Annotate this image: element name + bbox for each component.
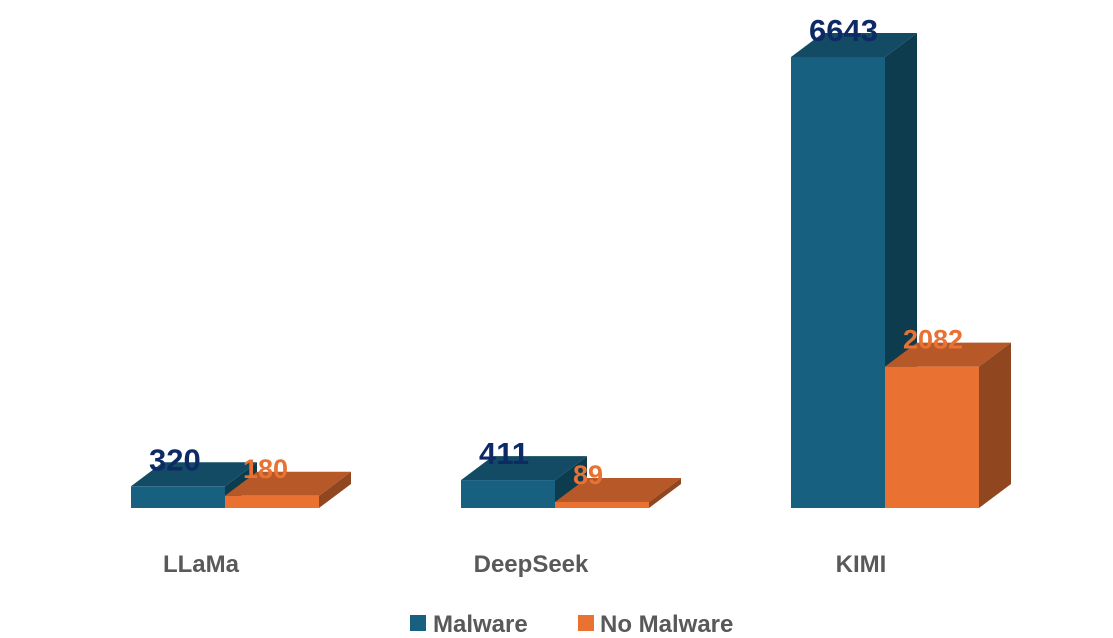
bar-side-face (555, 456, 587, 508)
bar-no-malware-llama: 180 (225, 454, 351, 508)
bar-top-face (131, 462, 257, 487)
bar-no-malware-kimi: 2082 (885, 325, 1011, 508)
bar-malware-llama: 320 (131, 442, 257, 508)
x-tick-label-deepseek: DeepSeek (474, 551, 589, 578)
bar-front-face (461, 480, 555, 508)
category-labels: LLaMa DeepSeek KIMI (163, 551, 886, 578)
bar-front-face (225, 495, 319, 508)
legend-swatch-no-malware (578, 615, 594, 631)
bar-top-face (461, 456, 587, 481)
data-label-no-malware-deepseek: 89 (573, 460, 603, 490)
bar-top-face (555, 477, 681, 502)
bar-malware-deepseek: 411 (461, 436, 587, 508)
data-label-malware-llama: 320 (149, 442, 201, 477)
bar-front-face (885, 366, 979, 508)
data-label-no-malware-llama: 180 (243, 454, 288, 484)
data-label-malware-kimi: 6643 (809, 13, 878, 48)
bars-group: 320 180 411 89 6643 2082 (131, 13, 1011, 508)
legend-item-malware: Malware (410, 611, 528, 638)
bar-front-face (131, 486, 225, 508)
legend: Malware No Malware (410, 611, 733, 638)
bar-side-face (979, 342, 1011, 508)
legend-swatch-malware (410, 615, 426, 631)
x-tick-label-kimi: KIMI (836, 551, 887, 578)
bar-no-malware-deepseek: 89 (555, 460, 681, 508)
bar-top-face (225, 471, 351, 496)
bar-top-face (791, 33, 917, 57)
bar-side-face (649, 477, 681, 508)
legend-item-no-malware: No Malware (578, 611, 733, 638)
bar-front-face (555, 501, 649, 508)
legend-label-malware: Malware (433, 611, 528, 638)
x-tick-label-llama: LLaMa (163, 551, 240, 578)
legend-label-no-malware: No Malware (600, 611, 733, 638)
bar-top-face (885, 342, 1011, 367)
bar-side-face (319, 471, 351, 508)
data-label-malware-deepseek: 411 (479, 436, 529, 471)
data-label-no-malware-kimi: 2082 (903, 325, 963, 355)
bar-front-face (791, 57, 885, 508)
